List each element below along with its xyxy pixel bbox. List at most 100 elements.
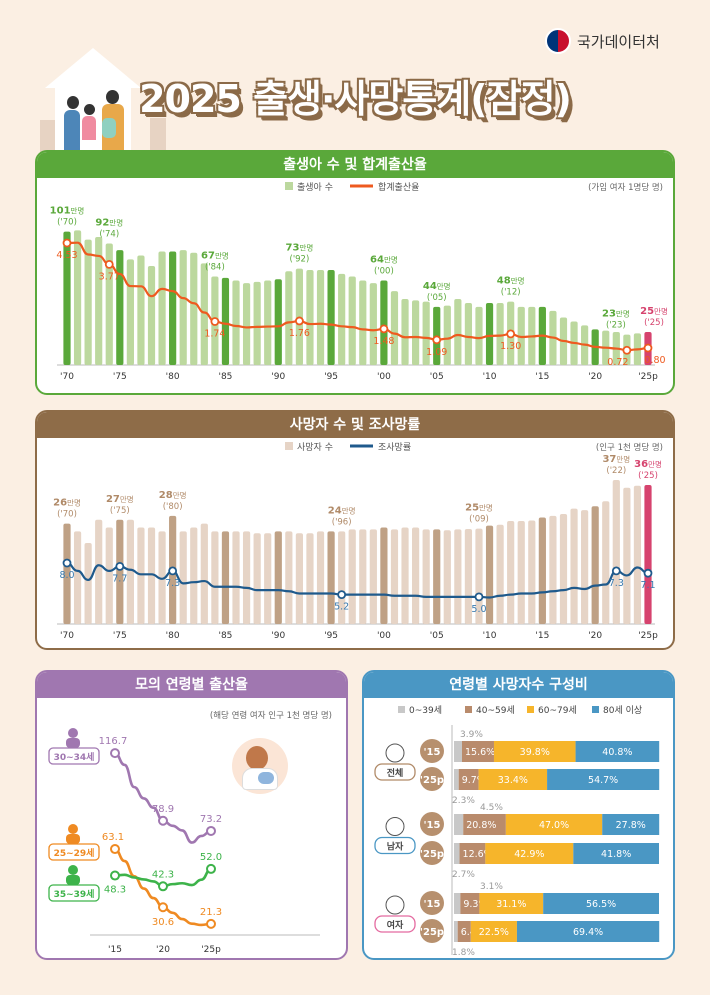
bar-1994: [316, 531, 325, 624]
bar-year-label: ('74): [99, 230, 119, 240]
bar-1983: [200, 263, 208, 365]
deaths-panel-title: 사망자 수 및 조사망률: [37, 412, 673, 438]
segment-label: 27.8%: [616, 820, 646, 831]
bar-2012: [507, 520, 515, 624]
x-tick: '15: [535, 372, 549, 382]
legend-label-line: 조사망률: [378, 442, 411, 453]
segment-label-small: 3.9%: [460, 730, 483, 740]
year-label: '25p: [420, 775, 444, 786]
rate-line: [66, 561, 649, 599]
bar-2015: [538, 517, 546, 624]
rate-point-1984: [210, 317, 220, 326]
bar-value-label: 25만명: [640, 306, 668, 317]
bar-1979: [158, 531, 166, 624]
bar-2010: [485, 525, 494, 624]
mother-icon: [66, 834, 80, 844]
births-panel-title: 출생아 수 및 합계출산율: [37, 152, 673, 178]
series-line-0: [114, 751, 212, 844]
bar-2000: [380, 527, 388, 624]
bar-2017: [559, 513, 568, 624]
bar-2011: [496, 524, 504, 624]
segment-1: [461, 741, 494, 762]
segment-label: 56.5%: [586, 899, 616, 910]
bar-2004: [422, 301, 430, 365]
segment-1: [457, 921, 471, 942]
bar-2007: [454, 529, 462, 624]
bar-year-label: ('23): [606, 321, 626, 331]
bar-2003: [412, 300, 420, 365]
mother-icon: [68, 824, 78, 834]
segment-label: 69.4%: [573, 927, 603, 938]
bar-1977: [137, 255, 145, 365]
x-tick: '10: [483, 372, 497, 382]
bar-value-label: 92만명: [95, 218, 123, 229]
bar-year-label: ('75): [110, 506, 130, 516]
bar-2002: [401, 299, 409, 365]
bar-1986: [232, 531, 240, 624]
rate-label: 0.80: [644, 355, 665, 366]
bar-2001: [390, 291, 399, 365]
bar-year-label: ('09): [469, 515, 489, 525]
bar-2001: [390, 529, 399, 624]
bar-1972: [84, 239, 92, 365]
rate-label: 7.3: [609, 578, 624, 589]
segment-label: 41.8%: [601, 849, 631, 860]
rate-point-1974: [104, 259, 114, 269]
rate-point-2022: [611, 566, 621, 576]
bar-2005: [433, 529, 441, 624]
bar-2019: [581, 510, 589, 624]
series-point: [206, 918, 216, 929]
series-point: [110, 748, 120, 759]
segment-label-small: 1.8%: [452, 948, 475, 958]
segment-2: [505, 814, 603, 835]
building-illustration: [40, 120, 58, 152]
segment-1: [459, 843, 486, 864]
segment-label: 9.7%: [462, 775, 486, 786]
x-tick: '90: [271, 372, 285, 382]
rate-label: 1.30: [500, 341, 521, 352]
segment-label: 22.5%: [479, 927, 509, 938]
segment-3: [547, 769, 660, 790]
segment-0: [454, 893, 461, 914]
bar-value-label: 67만명: [201, 251, 229, 262]
legend-swatch: [527, 706, 534, 713]
person-icon: [385, 895, 405, 915]
bar-1979: [158, 251, 166, 365]
bar-1971: [73, 230, 82, 365]
bar-2013: [517, 520, 525, 624]
deaths-chart: 사망자 수 조사망률 (인구 1천 명당 명) '70 '75 '80 '85 '90 '95 '…: [53, 442, 663, 641]
bar-year-label: ('96): [332, 517, 352, 527]
segment-label: 12.6%: [463, 849, 493, 860]
births-chart: 출생아 수 합계출산율 (가임 여자 1명당 명) '70 '75 '80 '85 '90 '9…: [50, 181, 668, 382]
year-label: '15: [424, 747, 441, 758]
bar-2002: [401, 527, 409, 624]
segment-3: [543, 893, 659, 914]
segment-1: [460, 893, 480, 914]
group-badge: [374, 915, 416, 933]
series-point: [206, 863, 216, 874]
rate-label: 1.09: [426, 347, 447, 358]
legend-swatch-bars: [285, 182, 293, 190]
legend-label: 40~59세: [476, 705, 515, 716]
age-group-label: 25~29세: [54, 847, 95, 859]
bar-1982: [190, 252, 198, 365]
x-tick: '05: [430, 372, 444, 382]
year-label: '25p: [420, 849, 444, 860]
bar-2006: [443, 530, 451, 624]
series-value-label: 48.3: [104, 885, 126, 896]
agency-logo: 국가데이터처: [545, 28, 660, 54]
series-value-label: 63.1: [102, 832, 124, 843]
bar-1970: [63, 231, 71, 365]
rate-label: 8.0: [59, 570, 74, 581]
bar-2006: [443, 305, 451, 365]
mother-baby-illustration: [232, 738, 288, 794]
bar-2023: [623, 487, 631, 624]
rate-label: 5.2: [334, 602, 349, 613]
bar-2020: [591, 506, 599, 624]
rate-point-2005: [432, 335, 442, 345]
bar-1998: [359, 529, 367, 624]
segment-2: [470, 921, 517, 942]
x-tick: '80: [166, 631, 180, 641]
bar-1990: [274, 531, 282, 624]
bar-1974: [105, 243, 113, 365]
